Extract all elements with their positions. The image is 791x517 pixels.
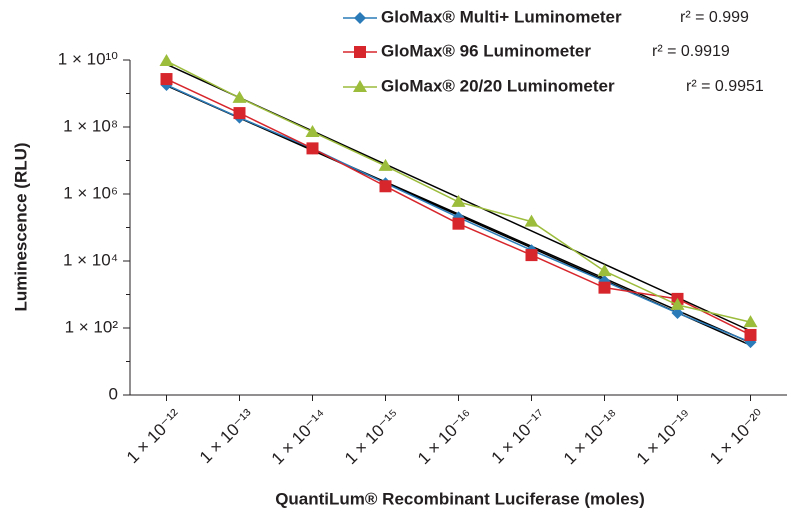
legend-r2: r² = 0.9919 — [652, 43, 730, 60]
marker — [524, 214, 539, 227]
marker — [597, 264, 612, 277]
x-tick-label: 1 × 10⁻¹⁷ — [488, 406, 550, 468]
x-tick-label: 1 × 10⁻¹⁶ — [414, 406, 476, 468]
legend-name: GloMax® 20/20 Luminometer — [381, 76, 615, 95]
x-tick-label: 1 × 10⁻¹² — [123, 405, 185, 467]
marker — [670, 297, 685, 310]
y-tick-label: 1 × 10⁶ — [63, 183, 118, 202]
marker — [305, 124, 320, 137]
y-tick-label: 1 × 10¹⁰ — [58, 49, 118, 68]
marker — [743, 315, 758, 328]
marker — [378, 158, 393, 171]
x-tick-label: 1 × 10⁻¹⁹ — [633, 406, 696, 469]
marker — [525, 249, 538, 262]
legend-marker — [353, 80, 367, 92]
x-tick-label: 1 × 10⁻²⁰ — [706, 405, 768, 467]
y-tick-label: 1 × 10⁸ — [63, 116, 118, 135]
marker — [744, 328, 757, 341]
legend-r2: r² = 0.9951 — [686, 78, 764, 95]
legend-marker — [354, 46, 366, 58]
marker — [598, 281, 611, 294]
x-tick-label: 1 × 10⁻¹³ — [196, 405, 258, 467]
marker — [452, 217, 465, 230]
series-line — [166, 78, 751, 336]
legend-marker — [354, 12, 366, 24]
y-tick-label: 1 × 10² — [65, 317, 119, 336]
marker — [233, 107, 246, 120]
y-axis-title: Luminescence (RLU) — [11, 142, 30, 311]
marker — [671, 307, 684, 320]
legend-r2: r² = 0.999 — [680, 9, 749, 26]
marker — [160, 73, 173, 86]
x-tick-label: 1 × 10⁻¹⁵ — [341, 406, 404, 469]
marker — [451, 194, 466, 207]
marker — [306, 142, 319, 155]
x-tick-label: 1 × 10⁻¹⁴ — [268, 406, 331, 469]
y-tick-label: 0 — [109, 384, 118, 403]
x-axis-title: QuantiLum® Recombinant Luciferase (moles… — [275, 489, 645, 508]
marker — [232, 90, 247, 103]
x-tick-label: 1 × 10⁻¹⁸ — [560, 406, 623, 469]
marker — [159, 54, 174, 67]
y-tick-label: 1 × 10⁴ — [63, 250, 118, 269]
marker — [379, 180, 392, 193]
legend-name: GloMax® 96 Luminometer — [381, 41, 591, 60]
series-line — [166, 60, 751, 323]
legend-name: GloMax® Multi+ Luminometer — [381, 7, 622, 26]
